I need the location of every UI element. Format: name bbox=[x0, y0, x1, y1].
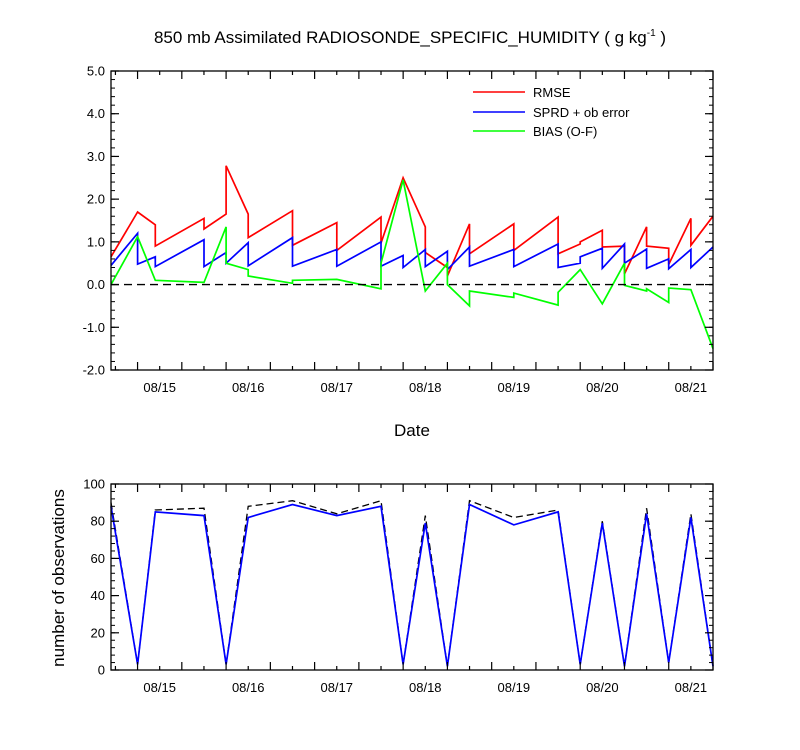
x-axis-label: Date bbox=[394, 421, 430, 440]
top-xtick-label: 08/17 bbox=[320, 380, 353, 395]
bottom-xtick-label: 08/21 bbox=[675, 680, 708, 695]
title-exponent: -1 bbox=[647, 28, 656, 39]
bottom-ytick-label: 40 bbox=[91, 588, 105, 603]
top-axis-ticks: 5.0 4.0 3.0 2.0 1.0 0.0 -1.0 -2.0 08/15 08/16 08/1… bbox=[83, 64, 714, 395]
legend-label-rmse: RMSE bbox=[533, 85, 571, 100]
bottom-axis-ticks: 100 80 60 40 20 0 08/15 08/16 08/17 08/18 08/19 08/… bbox=[83, 477, 714, 695]
top-ytick-label: 1.0 bbox=[87, 234, 105, 249]
top-ytick-label: -1.0 bbox=[83, 320, 105, 335]
top-ytick-label: 3.0 bbox=[87, 149, 105, 164]
bottom-ytick-label: 0 bbox=[98, 663, 105, 678]
top-xtick-label: 08/18 bbox=[409, 380, 442, 395]
bottom-xtick-label: 08/19 bbox=[498, 680, 531, 695]
bottom-ytick-label: 20 bbox=[91, 625, 105, 640]
top-xtick-label: 08/16 bbox=[232, 380, 265, 395]
top-xtick-label: 08/20 bbox=[586, 380, 619, 395]
top-ytick-label: 2.0 bbox=[87, 192, 105, 207]
top-plot-frame bbox=[110, 70, 714, 371]
bottom-series-group bbox=[110, 499, 714, 667]
bottom-xtick-label: 08/15 bbox=[143, 680, 176, 695]
legend: RMSE SPRD + ob error BIAS (O-F) bbox=[473, 85, 630, 139]
top-xtick-label: 08/21 bbox=[675, 380, 708, 395]
top-series-bias-o-f bbox=[110, 179, 714, 349]
top-ytick-label: -2.0 bbox=[83, 363, 105, 378]
top-ytick-label: 5.0 bbox=[87, 64, 105, 79]
bottom-series-assimilated bbox=[110, 503, 714, 667]
top-ytick-label: 4.0 bbox=[87, 106, 105, 121]
top-ytick-label: 0.0 bbox=[87, 277, 105, 292]
legend-label-bias: BIAS (O-F) bbox=[533, 124, 597, 139]
bottom-ytick-label: 60 bbox=[91, 551, 105, 566]
bottom-xtick-label: 08/18 bbox=[409, 680, 442, 695]
chart-title: 850 mb Assimilated RADIOSONDE_SPECIFIC_H… bbox=[154, 28, 666, 47]
bottom-xtick-label: 08/20 bbox=[586, 680, 619, 695]
bottom-ytick-label: 80 bbox=[91, 514, 105, 529]
top-series-group bbox=[110, 165, 714, 349]
top-panel: 5.0 4.0 3.0 2.0 1.0 0.0 -1.0 -2.0 08/15 08/16 08/1… bbox=[83, 64, 714, 440]
bottom-plot-frame bbox=[110, 483, 714, 671]
bottom-xtick-label: 08/16 bbox=[232, 680, 265, 695]
top-series-sprd-ob-error bbox=[110, 230, 714, 272]
bottom-panel: 100 80 60 40 20 0 08/15 08/16 08/17 08/18 08/19 08/… bbox=[49, 477, 714, 695]
title-end: ) bbox=[656, 28, 666, 47]
bottom-series-possible bbox=[110, 499, 714, 667]
top-xtick-label: 08/15 bbox=[143, 380, 176, 395]
bottom-ytick-label: 100 bbox=[83, 477, 105, 492]
legend-label-sprd: SPRD + ob error bbox=[533, 105, 630, 120]
title-main: 850 mb Assimilated RADIOSONDE_SPECIFIC_H… bbox=[154, 28, 647, 47]
bottom-xtick-label: 08/17 bbox=[320, 680, 353, 695]
y-axis-label: number of observations bbox=[49, 489, 68, 667]
top-xtick-label: 08/19 bbox=[498, 380, 531, 395]
